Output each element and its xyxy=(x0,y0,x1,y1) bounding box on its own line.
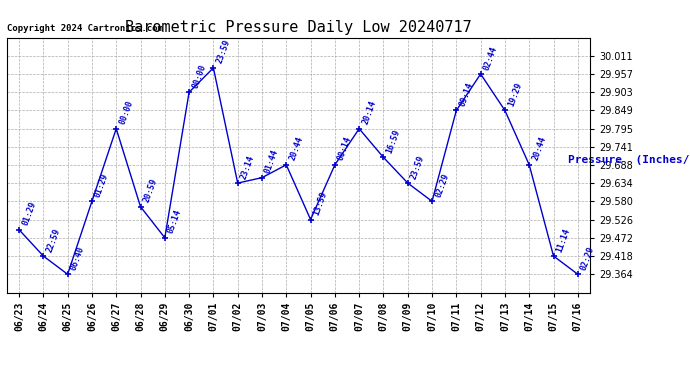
Text: 20:44: 20:44 xyxy=(288,135,305,162)
Text: 02:29: 02:29 xyxy=(433,172,451,198)
Text: 16:59: 16:59 xyxy=(385,128,402,154)
Text: 22:59: 22:59 xyxy=(45,226,61,253)
Text: 20:44: 20:44 xyxy=(531,135,548,162)
Text: 05:14: 05:14 xyxy=(166,209,184,235)
Text: 02:29: 02:29 xyxy=(579,245,596,272)
Text: 00:00: 00:00 xyxy=(190,63,208,89)
Text: 09:14: 09:14 xyxy=(457,81,475,108)
Title: Barometric Pressure Daily Low 20240717: Barometric Pressure Daily Low 20240717 xyxy=(125,20,472,35)
Text: 02:44: 02:44 xyxy=(482,45,499,71)
Text: 01:29: 01:29 xyxy=(93,172,110,198)
Text: 19:29: 19:29 xyxy=(506,81,523,108)
Text: 11:14: 11:14 xyxy=(555,226,572,253)
Text: 23:14: 23:14 xyxy=(239,154,256,180)
Y-axis label: Pressure  (Inches/Hg): Pressure (Inches/Hg) xyxy=(568,155,690,165)
Text: 01:29: 01:29 xyxy=(21,200,37,227)
Text: 00:00: 00:00 xyxy=(117,99,135,126)
Text: 20:14: 20:14 xyxy=(361,99,377,126)
Text: Copyright 2024 Cartronics.com: Copyright 2024 Cartronics.com xyxy=(7,24,163,33)
Text: 06:40: 06:40 xyxy=(69,245,86,272)
Text: 20:59: 20:59 xyxy=(142,177,159,204)
Text: 01:44: 01:44 xyxy=(264,148,280,175)
Text: 23:59: 23:59 xyxy=(409,154,426,180)
Text: 13:59: 13:59 xyxy=(312,190,329,217)
Text: 23:59: 23:59 xyxy=(215,39,232,65)
Text: 00:14: 00:14 xyxy=(336,135,353,162)
